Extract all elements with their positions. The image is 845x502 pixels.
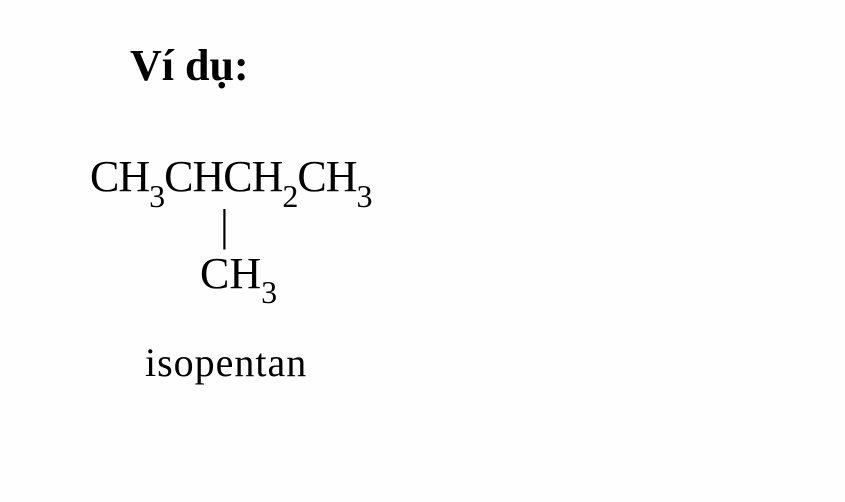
main-chain: CH3CHCH2CH3	[90, 151, 825, 202]
chain-sub-1: 3	[149, 178, 164, 214]
compound-name: isopentan	[130, 339, 825, 386]
chain-text-2: CHCH	[164, 152, 282, 201]
chain-sub-2: 2	[282, 178, 297, 214]
document-container: Ví dụ: CH3CHCH2CH3 | CH3 isopentan	[0, 0, 845, 406]
branch-group: CH3	[90, 248, 825, 299]
chain-sub-3: 3	[357, 178, 372, 214]
heading: Ví dụ:	[130, 40, 825, 91]
branch-sub: 3	[261, 274, 277, 310]
chemical-formula: CH3CHCH2CH3 | CH3	[90, 151, 825, 299]
bond-line: |	[90, 206, 825, 246]
chain-text-3: CH	[297, 152, 356, 201]
chain-text-1: CH	[90, 152, 149, 201]
branch-text: CH	[200, 249, 261, 298]
